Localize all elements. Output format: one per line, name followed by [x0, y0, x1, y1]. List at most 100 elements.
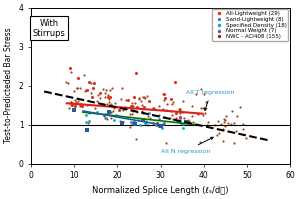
Point [138, 100, 143, 103]
Point [105, 102, 109, 105]
Point [162, 99, 167, 102]
Point [122, 106, 127, 109]
Point [132, 101, 137, 105]
Point [114, 105, 119, 108]
Point [177, 111, 182, 115]
Point [220, 139, 225, 143]
Point [129, 104, 133, 107]
Point [174, 117, 179, 120]
Point [224, 115, 228, 118]
Point [170, 101, 175, 104]
Point [89, 82, 94, 85]
Point [112, 118, 117, 121]
Point [89, 92, 94, 95]
Point [147, 100, 152, 103]
Point [66, 81, 71, 84]
Point [198, 106, 203, 110]
Point [142, 121, 147, 125]
Point [141, 118, 146, 122]
Point [105, 117, 109, 120]
Point [78, 102, 83, 105]
Point [141, 111, 146, 114]
Point [234, 129, 239, 132]
Point [178, 116, 183, 119]
Point [109, 102, 114, 105]
Point [109, 110, 114, 114]
Point [139, 109, 144, 112]
Point [229, 122, 234, 125]
Point [223, 118, 228, 122]
Point [198, 87, 203, 90]
Point [178, 108, 182, 111]
Point [111, 109, 115, 112]
Point [145, 123, 150, 126]
Point [167, 117, 172, 120]
Point [97, 96, 102, 99]
Point [107, 101, 112, 104]
Point [64, 81, 69, 84]
Point [130, 104, 135, 107]
Point [73, 105, 78, 108]
Point [170, 114, 174, 117]
Point [134, 137, 138, 140]
Point [87, 80, 92, 84]
Point [103, 112, 108, 115]
Point [151, 106, 155, 109]
Point [130, 112, 135, 115]
Point [178, 117, 182, 120]
Point [156, 125, 161, 128]
Point [102, 113, 107, 116]
Point [67, 106, 71, 110]
Point [126, 98, 131, 101]
Point [178, 120, 183, 123]
Point [98, 92, 103, 95]
Point [177, 108, 182, 111]
Point [106, 94, 110, 97]
Point [163, 97, 167, 100]
Point [144, 94, 149, 98]
Point [104, 88, 109, 91]
Point [75, 87, 80, 90]
Point [102, 91, 107, 94]
Point [156, 113, 161, 116]
Point [226, 122, 231, 125]
Point [231, 142, 236, 145]
Point [162, 115, 167, 118]
Point [131, 109, 135, 112]
Point [155, 121, 160, 125]
Point [106, 96, 111, 99]
Point [75, 100, 80, 103]
Point [158, 124, 163, 127]
Point [153, 123, 158, 126]
Text: With
Stirrups: With Stirrups [33, 19, 66, 38]
Point [241, 123, 245, 126]
Point [72, 108, 77, 111]
Point [143, 119, 148, 122]
Point [212, 124, 217, 127]
Point [82, 74, 86, 77]
Point [103, 95, 107, 98]
Point [160, 122, 165, 126]
Point [109, 86, 114, 90]
Point [169, 102, 174, 105]
Point [132, 96, 136, 99]
Point [156, 117, 161, 120]
Point [120, 87, 124, 90]
Point [138, 123, 143, 127]
Point [168, 109, 173, 112]
Point [69, 104, 74, 107]
Point [206, 121, 210, 124]
Point [141, 118, 145, 122]
Point [85, 122, 90, 125]
Point [185, 119, 190, 122]
Point [120, 108, 125, 111]
Point [200, 106, 205, 109]
Legend: All-Lightweight (29), Sand-Lightweight (8), Specified Density (18), Normal Weigh: All-Lightweight (29), Sand-Lightweight (… [212, 9, 288, 41]
Point [95, 110, 100, 114]
Point [83, 89, 88, 93]
Point [117, 119, 122, 122]
Point [141, 106, 146, 109]
Point [232, 122, 237, 125]
Y-axis label: Test-to-Predicteded Bar Stress: Test-to-Predicteded Bar Stress [4, 28, 13, 143]
Point [152, 106, 157, 109]
